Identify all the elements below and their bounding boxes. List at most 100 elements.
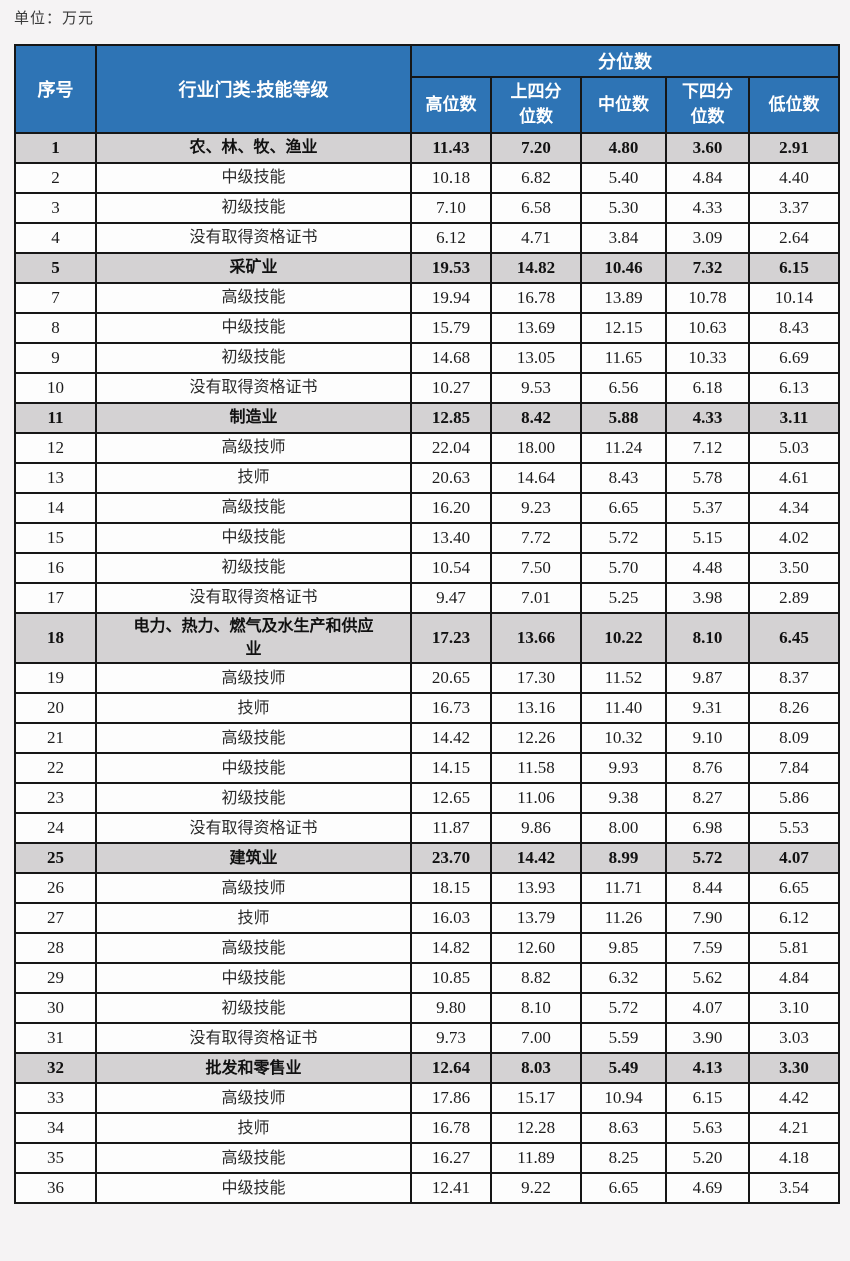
row-number: 33 [14, 1082, 97, 1115]
skill-row: 3 初级技能 7.10 6.58 5.30 4.33 3.37 [14, 192, 841, 224]
row-number: 9 [14, 342, 97, 374]
value-cell-4: 8.09 [747, 722, 841, 755]
value-cell-3: 7.59 [665, 932, 750, 965]
value-cell-3: 4.84 [665, 162, 750, 194]
value-cell-0: 10.18 [410, 162, 492, 194]
value-cell-3: 5.72 [665, 842, 750, 875]
value-cell-4: 5.03 [747, 432, 841, 464]
value-cell-0: 22.04 [410, 432, 492, 464]
value-cell-1: 11.06 [490, 782, 582, 815]
skill-row: 35 高级技能 16.27 11.89 8.25 5.20 4.18 [14, 1142, 841, 1175]
value-cell-2: 5.25 [580, 582, 667, 614]
skill-row: 16 初级技能 10.54 7.50 5.70 4.48 3.50 [14, 552, 841, 584]
skill-label: 中级技能 [95, 162, 412, 194]
label-text: 高级技能 [221, 499, 286, 517]
skill-row: 33 高级技师 17.86 15.17 10.94 6.15 4.42 [14, 1082, 841, 1115]
label-text: 建筑业 [229, 849, 278, 867]
value-cell-2: 5.72 [580, 522, 667, 554]
value-cell-4: 6.65 [747, 872, 841, 905]
value-cell-4: 6.69 [747, 342, 841, 374]
value-cell-2: 10.22 [580, 611, 667, 665]
value-cell-0: 15.79 [410, 312, 492, 344]
label-text: 技师 [237, 1119, 270, 1137]
label-text: 没有取得资格证书 [189, 229, 318, 247]
skill-label: 高级技师 [95, 662, 412, 695]
value-cell-1: 18.00 [490, 432, 582, 464]
value-cell-1: 9.23 [490, 492, 582, 524]
value-cell-4: 5.86 [747, 782, 841, 815]
value-cell-3: 5.15 [665, 522, 750, 554]
value-cell-3: 7.32 [665, 252, 750, 284]
row-number: 25 [14, 842, 97, 875]
value-cell-0: 10.54 [410, 552, 492, 584]
row-number: 16 [14, 552, 97, 584]
skill-label: 高级技能 [95, 282, 412, 314]
value-cell-0: 14.68 [410, 342, 492, 374]
label-text: 高级技能 [221, 729, 286, 747]
value-cell-0: 16.78 [410, 1112, 492, 1145]
value-cell-0: 12.41 [410, 1172, 492, 1205]
value-cell-2: 8.25 [580, 1142, 667, 1175]
row-number: 34 [14, 1112, 97, 1145]
value-cell-0: 19.53 [410, 252, 492, 284]
value-cell-3: 9.31 [665, 692, 750, 725]
skill-row: 34 技师 16.78 12.28 8.63 5.63 4.21 [14, 1112, 841, 1145]
label-text: 高级技师 [221, 879, 286, 897]
row-number: 12 [14, 432, 97, 464]
value-cell-2: 9.93 [580, 752, 667, 785]
value-cell-4: 8.37 [747, 662, 841, 695]
header-sub-col-1: 上四分位数 [490, 76, 582, 134]
value-cell-4: 7.84 [747, 752, 841, 785]
skill-label: 初级技能 [95, 192, 412, 224]
skill-label: 中级技能 [95, 312, 412, 344]
row-number: 23 [14, 782, 97, 815]
label-text: 没有取得资格证书 [189, 379, 318, 397]
row-number: 1 [14, 132, 97, 164]
value-cell-3: 8.76 [665, 752, 750, 785]
value-cell-4: 4.21 [747, 1112, 841, 1145]
value-cell-0: 16.03 [410, 902, 492, 935]
value-cell-3: 8.10 [665, 611, 750, 665]
row-number: 10 [14, 372, 97, 404]
value-cell-2: 11.71 [580, 872, 667, 905]
skill-label: 技师 [95, 1112, 412, 1145]
value-cell-0: 23.70 [410, 842, 492, 875]
value-cell-3: 5.37 [665, 492, 750, 524]
value-cell-1: 14.42 [490, 842, 582, 875]
value-cell-1: 7.00 [490, 1022, 582, 1055]
row-number: 14 [14, 492, 97, 524]
row-number: 19 [14, 662, 97, 695]
industry-label: 电力、热力、燃气及水生产和供应业 [95, 611, 412, 665]
value-cell-4: 3.54 [747, 1172, 841, 1205]
value-cell-2: 9.38 [580, 782, 667, 815]
value-cell-3: 5.78 [665, 462, 750, 494]
value-cell-0: 12.65 [410, 782, 492, 815]
value-cell-1: 11.58 [490, 752, 582, 785]
value-cell-1: 4.71 [490, 222, 582, 254]
value-cell-4: 6.45 [747, 611, 841, 665]
value-cell-2: 5.72 [580, 992, 667, 1025]
value-cell-2: 6.65 [580, 1172, 667, 1205]
value-cell-4: 2.64 [747, 222, 841, 254]
industry-label: 制造业 [95, 402, 412, 434]
row-number: 21 [14, 722, 97, 755]
value-cell-4: 8.43 [747, 312, 841, 344]
value-cell-3: 3.90 [665, 1022, 750, 1055]
value-cell-1: 13.79 [490, 902, 582, 935]
skill-label: 技师 [95, 692, 412, 725]
value-cell-2: 4.80 [580, 132, 667, 164]
value-cell-3: 10.33 [665, 342, 750, 374]
value-cell-1: 13.93 [490, 872, 582, 905]
skill-row: 12 高级技师 22.04 18.00 11.24 7.12 5.03 [14, 432, 841, 464]
row-number: 8 [14, 312, 97, 344]
value-cell-2: 5.88 [580, 402, 667, 434]
value-cell-1: 7.01 [490, 582, 582, 614]
row-number: 20 [14, 692, 97, 725]
value-cell-3: 7.90 [665, 902, 750, 935]
skill-row: 26 高级技师 18.15 13.93 11.71 8.44 6.65 [14, 872, 841, 905]
skill-row: 8 中级技能 15.79 13.69 12.15 10.63 8.43 [14, 312, 841, 344]
skill-label: 高级技能 [95, 932, 412, 965]
value-cell-2: 10.94 [580, 1082, 667, 1115]
skill-row: 17 没有取得资格证书 9.47 7.01 5.25 3.98 2.89 [14, 582, 841, 614]
skill-row: 22 中级技能 14.15 11.58 9.93 8.76 7.84 [14, 752, 841, 785]
